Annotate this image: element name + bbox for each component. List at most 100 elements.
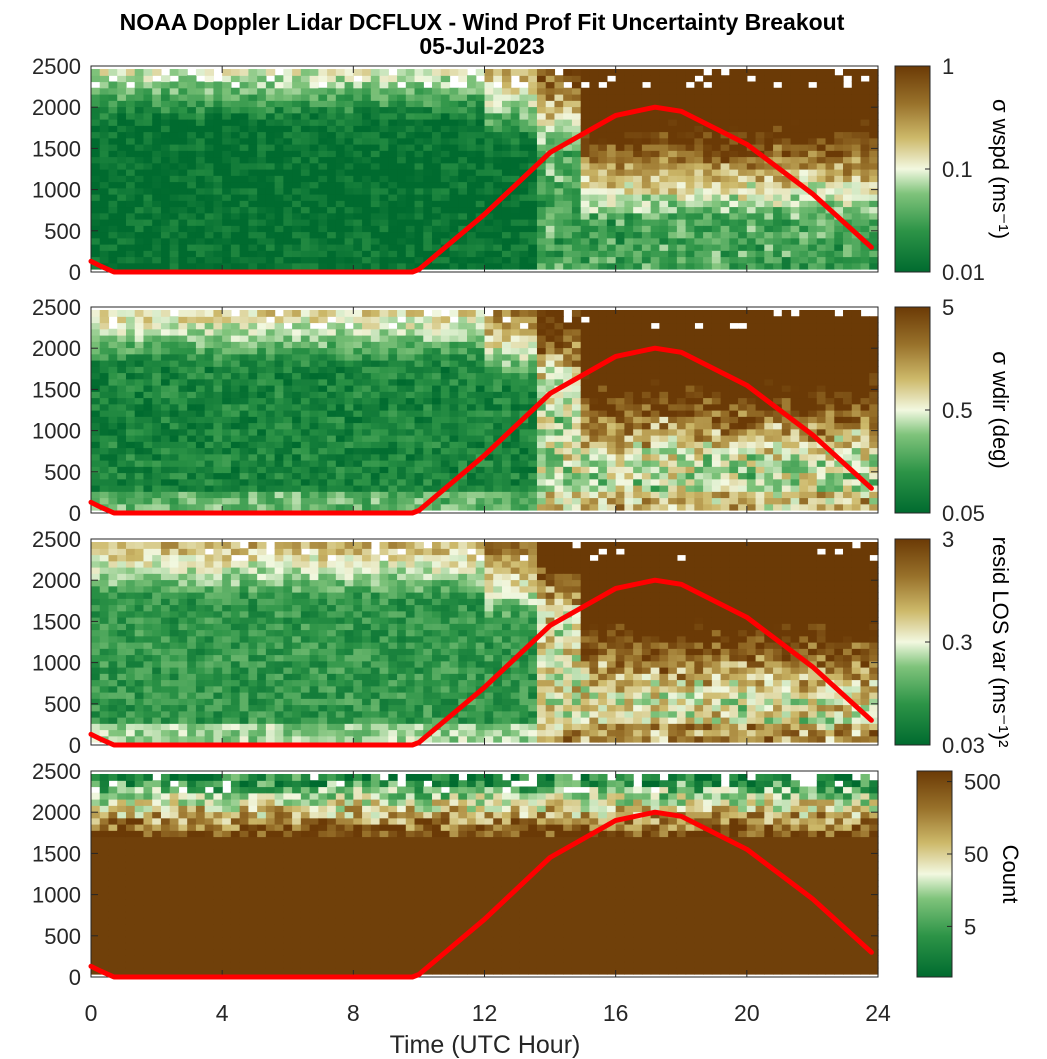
heatmap-cell [510,391,521,399]
heatmap-cell [353,219,363,226]
heatmap-cell [99,341,110,349]
heatmap-cell [160,328,171,336]
heatmap-cell [370,219,381,226]
heatmap-cell [362,162,372,170]
heatmap-cell [554,106,564,114]
heatmap-cell [624,428,634,436]
heatmap-cell [528,150,538,158]
heatmap-cell [554,200,564,208]
heatmap-cell [598,212,608,220]
heatmap-cell [834,250,844,258]
heatmap-cell [703,94,713,101]
heatmap-cell [668,69,678,76]
heatmap-cell [379,347,389,355]
heatmap-cell [746,156,757,164]
heatmap-cell [91,225,101,233]
heatmap-cell [458,156,468,164]
heatmap-cell [764,137,774,145]
heatmap-cell [230,360,241,367]
heatmap-cell [370,472,381,480]
heatmap-cell [414,378,424,386]
heatmap-cell [125,100,136,108]
heatmap-cell [720,244,730,251]
heatmap-cell [309,250,319,258]
heatmap-cell [265,422,276,430]
heatmap-cell [668,366,678,374]
heatmap-cell [624,94,634,101]
heatmap-cell [694,69,704,76]
heatmap-cell [650,316,660,324]
heatmap-cell [615,244,626,251]
heatmap-cell [659,335,669,342]
heatmap-cell [353,181,363,189]
heatmap-cell [606,125,617,133]
heatmap-cell [440,156,451,164]
heatmap-cell [598,106,608,114]
heatmap-cell [440,366,451,374]
heatmap-cell [353,366,363,374]
heatmap-cell [598,497,608,505]
heatmap-cell [160,503,171,511]
heatmap-cell [423,360,433,367]
heatmap-cell [318,225,328,233]
heatmap-cell [493,403,503,411]
heatmap-cell [283,422,293,430]
heatmap-cell [536,347,547,355]
heatmap-cell [204,187,215,195]
heatmap-cell [449,378,459,386]
heatmap-cell [536,175,547,183]
solar-elevation-curve [88,104,874,275]
heatmap-cell [160,187,171,195]
heatmap-cell [213,250,223,258]
heatmap-cell [143,225,153,233]
heatmap-cell [580,466,591,474]
heatmap-cell [178,322,188,330]
heatmap-cell [606,169,617,176]
heatmap-cell [379,478,389,486]
heatmap-cell [554,187,564,195]
heatmap-cell [869,206,879,214]
heatmap-cell [545,225,556,233]
heatmap-cell [484,131,494,139]
heatmap-cell [143,360,153,367]
heatmap-cell [379,244,389,251]
heatmap-cell [108,119,118,126]
heatmap-cell [615,385,626,392]
heatmap-cell [554,181,564,189]
heatmap-cell [519,391,529,399]
heatmap-cell [571,341,582,349]
heatmap-cell [659,472,669,480]
heatmap-cell [405,391,416,399]
heatmap-cell [99,416,110,424]
heatmap-cell [659,360,669,367]
heatmap-cell [405,162,416,170]
heatmap-cell [283,87,293,95]
heatmap-cell [545,316,556,324]
heatmap-cell [370,87,381,95]
heatmap-cell [615,256,626,264]
heatmap-cell [641,372,652,380]
heatmap-cell [213,391,223,399]
heatmap-cell [703,131,713,139]
heatmap-cell [160,397,171,405]
heatmap-cell [458,422,468,430]
heatmap-cell [440,422,451,430]
heatmap-cell [563,237,573,245]
heatmap-cell [187,112,197,120]
heatmap-cell [589,262,599,270]
heatmap-cell [519,341,529,349]
heatmap-cell [624,416,634,424]
heatmap-cell [195,341,206,349]
heatmap-cell [187,497,197,505]
heatmap-cell [554,75,564,83]
heatmap-cell [738,69,748,76]
heatmap-cell [195,262,206,270]
heatmap-cell [703,144,713,151]
heatmap-cell [99,316,110,324]
heatmap-cell [335,175,346,183]
heatmap-cell [484,75,494,83]
heatmap-cell [178,212,188,220]
heatmap-cell [528,335,538,342]
heatmap-cell [335,75,346,83]
heatmap-cell [571,497,582,505]
